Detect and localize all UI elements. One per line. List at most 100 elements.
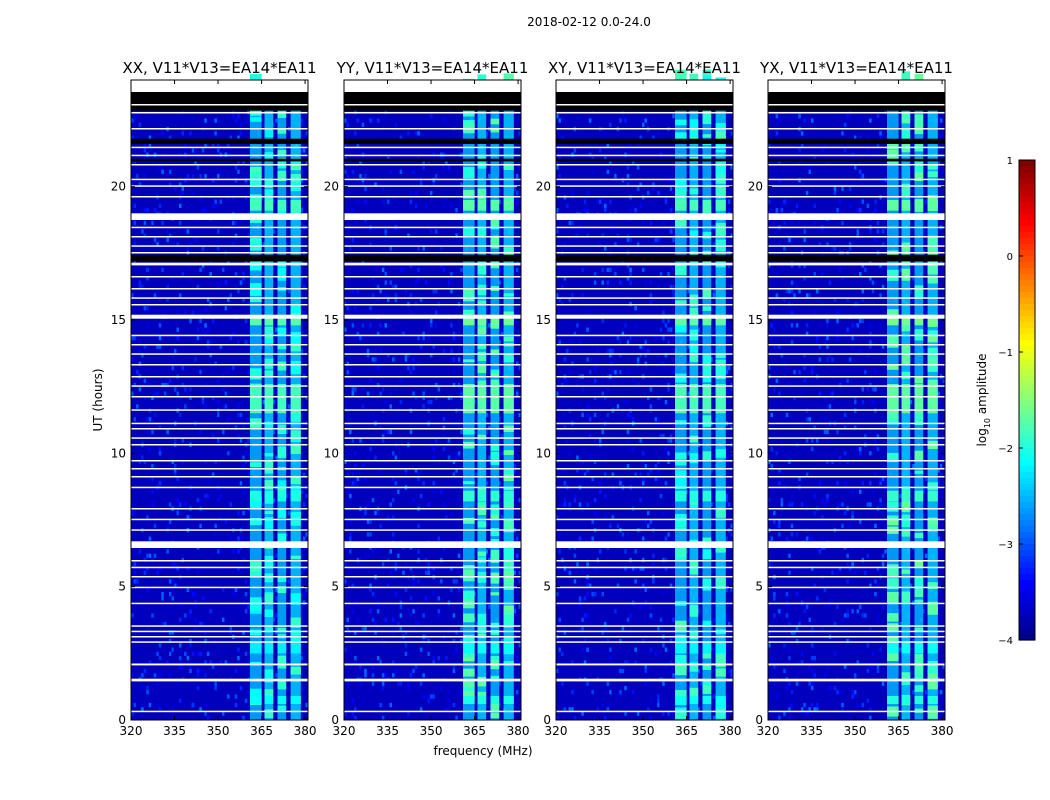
heatmap-cell xyxy=(174,468,177,473)
heatmap-cell xyxy=(171,459,174,464)
heatmap-cell xyxy=(710,468,713,473)
y-tick-label: 20 xyxy=(324,180,339,194)
heatmap-cell xyxy=(513,365,516,371)
heatmap-cell xyxy=(518,434,521,439)
rfi-burst xyxy=(250,266,262,271)
heatmap-cell xyxy=(191,592,195,597)
heatmap-cell xyxy=(204,173,207,179)
rfi-burst xyxy=(689,307,699,319)
heatmap-cell xyxy=(379,289,382,294)
heatmap-cell xyxy=(697,318,701,324)
heatmap-cell xyxy=(700,685,703,691)
heatmap-cell xyxy=(430,323,433,328)
heatmap-cell xyxy=(414,280,418,285)
heatmap-cell xyxy=(156,702,159,708)
rfi-burst xyxy=(715,577,726,589)
heatmap-cell xyxy=(387,429,390,435)
heatmap-cell xyxy=(344,583,347,588)
heatmap-cell xyxy=(783,220,786,226)
heatmap-cell xyxy=(141,284,144,290)
rfi-burst xyxy=(702,549,712,560)
flagged-row xyxy=(768,508,945,510)
heatmap-cell xyxy=(161,131,164,136)
heatmap-cell xyxy=(636,144,640,149)
flagged-row xyxy=(556,288,733,290)
flagged-row xyxy=(556,529,733,531)
heatmap-cell xyxy=(131,135,134,140)
heatmap-cell xyxy=(568,297,572,302)
heatmap-cell xyxy=(662,434,665,439)
x-tick-label: 320 xyxy=(333,724,356,738)
heatmap-cell xyxy=(455,579,458,584)
rfi-burst xyxy=(927,261,938,275)
colorbar-segment xyxy=(1019,592,1035,599)
heatmap-cell xyxy=(209,340,212,345)
heatmap-cell xyxy=(430,694,433,699)
flagged-row xyxy=(768,486,945,489)
heatmap-cell xyxy=(424,280,428,285)
heatmap-cell xyxy=(644,361,647,366)
rfi-burst xyxy=(702,134,712,138)
heatmap-cell xyxy=(730,425,733,430)
heatmap-cell xyxy=(841,378,844,383)
rfi-burst xyxy=(503,615,514,628)
heatmap-cell xyxy=(196,165,200,170)
heatmap-cell xyxy=(599,549,602,554)
heatmap-cell xyxy=(191,148,195,153)
heatmap-cell xyxy=(189,515,192,520)
heatmap-cell xyxy=(131,459,134,464)
heatmap-cell xyxy=(649,387,653,392)
heatmap-cell xyxy=(876,668,880,674)
heatmap-cell xyxy=(790,493,794,499)
heatmap-cell xyxy=(424,596,428,601)
heatmap-cell xyxy=(805,293,809,298)
colorbar-tick-label: 0 xyxy=(1007,252,1013,263)
heatmap-cell xyxy=(500,276,504,281)
heatmap-cell xyxy=(133,161,136,166)
heatmap-cell xyxy=(667,532,670,537)
heatmap-cell xyxy=(649,297,653,302)
heatmap-cell xyxy=(581,267,584,272)
heatmap-cell xyxy=(573,331,577,336)
flagged-row xyxy=(556,226,733,229)
heatmap-cell xyxy=(242,464,245,469)
heatmap-cell xyxy=(156,391,159,396)
heatmap-cell xyxy=(211,434,215,439)
heatmap-cell xyxy=(803,702,806,708)
heatmap-cell xyxy=(227,451,230,456)
heatmap-cell xyxy=(634,472,637,477)
heatmap-cell xyxy=(611,361,615,366)
heatmap-cell xyxy=(672,673,675,678)
heatmap-cell xyxy=(811,685,814,691)
flagged-row xyxy=(768,288,945,290)
rfi-burst xyxy=(927,277,938,284)
heatmap-cell xyxy=(199,267,202,272)
heatmap-cell xyxy=(838,455,842,460)
heatmap-cell xyxy=(725,617,728,622)
heatmap-cell xyxy=(422,395,425,400)
heatmap-cell xyxy=(848,203,852,208)
heatmap-cell xyxy=(828,600,832,605)
heatmap-cell xyxy=(664,400,668,405)
heatmap-cell xyxy=(783,297,786,302)
heatmap-cell xyxy=(669,284,673,290)
strong-rfi xyxy=(887,317,899,326)
heatmap-cell xyxy=(199,707,202,712)
rfi-burst xyxy=(490,592,500,596)
heatmap-cell xyxy=(639,182,642,187)
heatmap-cell xyxy=(826,493,829,499)
heatmap-cell xyxy=(773,519,776,524)
heatmap-cell xyxy=(460,429,463,435)
heatmap-cell xyxy=(697,707,701,712)
heatmap-cell xyxy=(790,263,794,268)
flagged-row xyxy=(768,409,945,411)
heatmap-cell xyxy=(156,681,159,686)
rfi-burst xyxy=(290,443,301,454)
no-data-row xyxy=(344,138,521,144)
flagged-row xyxy=(131,529,308,531)
heatmap-cell xyxy=(687,344,690,349)
heatmap-cell xyxy=(879,476,882,482)
heatmap-cell xyxy=(571,293,574,298)
heatmap-cell xyxy=(687,583,690,588)
heatmap-cell xyxy=(647,395,650,400)
